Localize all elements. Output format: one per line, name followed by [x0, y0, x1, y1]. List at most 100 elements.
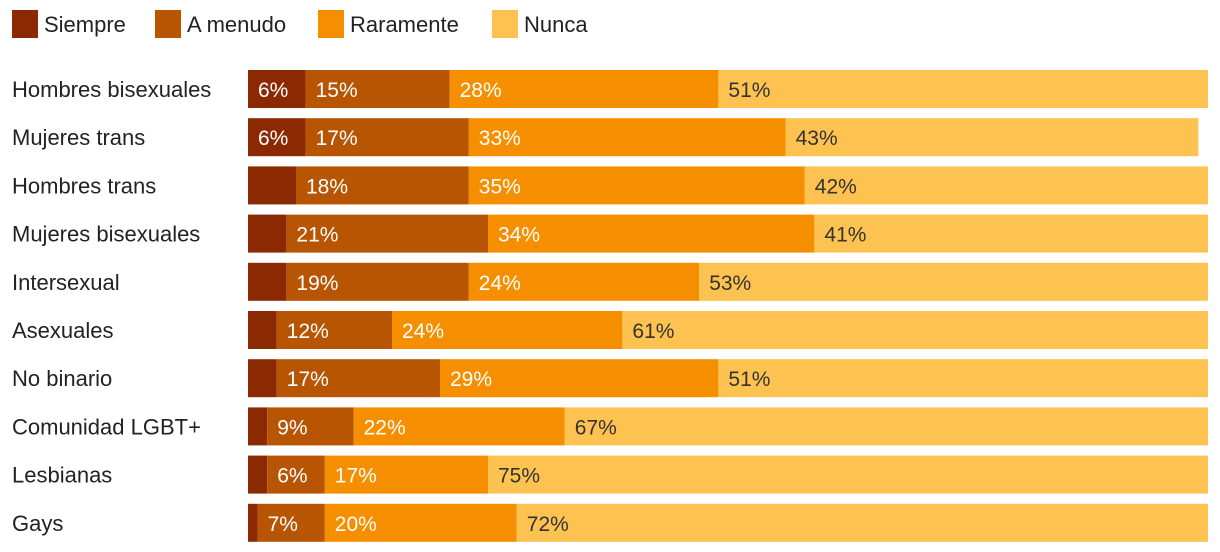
bar-segment-nunca — [699, 262, 1208, 301]
category-label: No binario — [12, 366, 112, 391]
data-label-raramente: 22% — [364, 416, 406, 439]
legend-swatch-a-menudo — [155, 10, 181, 38]
legend-swatch-nunca — [492, 10, 518, 38]
bar-segment-a-menudo — [296, 166, 469, 205]
bar-row-intersexual: Intersexual 19% 24% 53% — [12, 262, 1208, 301]
data-label-raramente: 24% — [479, 272, 521, 295]
bar-row-comunidad-lgbt: Comunidad LGBT+ 9% 22% 67% — [12, 407, 1208, 446]
bar-segment-siempre — [248, 214, 287, 253]
category-label: Lesbianas — [12, 463, 112, 488]
category-label: Intersexual — [12, 270, 120, 295]
data-label-a-menudo: 12% — [287, 320, 329, 343]
data-label-siempre: 6% — [258, 79, 288, 102]
category-label: Comunidad LGBT+ — [12, 414, 201, 439]
bar-segment-raramente — [468, 118, 786, 157]
data-label-raramente: 35% — [479, 175, 521, 198]
bar-segment-siempre — [248, 262, 287, 301]
data-label-nunca: 75% — [498, 465, 540, 488]
legend-label-nunca: Nunca — [524, 12, 588, 37]
data-label-a-menudo: 15% — [316, 79, 358, 102]
bar-segment-raramente — [353, 407, 565, 446]
bar-segment-nunca — [622, 311, 1208, 349]
bar-segment-raramente — [468, 166, 805, 205]
bar-segment-a-menudo — [305, 118, 469, 157]
bar-segment-raramente — [324, 455, 488, 494]
bar-segment-a-menudo — [276, 359, 440, 398]
data-label-nunca: 51% — [728, 79, 770, 102]
bar-segment-nunca — [785, 118, 1199, 157]
bar-segment-raramente — [392, 311, 623, 349]
bar-segment-siempre — [248, 311, 277, 349]
bar-segment-a-menudo — [276, 311, 392, 349]
legend: Siempre A menudo Raramente Nunca — [12, 10, 588, 38]
data-label-raramente: 33% — [479, 127, 521, 150]
legend-swatch-raramente — [318, 10, 344, 38]
data-label-siempre: 6% — [258, 127, 288, 150]
data-label-a-menudo: 17% — [287, 368, 329, 391]
data-label-raramente: 29% — [450, 368, 492, 391]
bar-segment-nunca — [718, 359, 1208, 398]
data-label-nunca: 41% — [824, 224, 866, 247]
data-label-raramente: 34% — [498, 224, 540, 247]
bar-segment-a-menudo — [267, 455, 325, 494]
data-label-raramente: 20% — [335, 513, 377, 536]
bar-segment-siempre — [248, 503, 258, 542]
category-label: Mujeres bisexuales — [12, 222, 200, 247]
bar-segment-siempre — [248, 118, 306, 157]
category-label: Hombres trans — [12, 173, 156, 198]
bar-segment-a-menudo — [286, 214, 488, 253]
legend-label-a-menudo: A menudo — [187, 12, 286, 37]
bar-segment-siempre — [248, 407, 268, 446]
bar-segment-a-menudo — [286, 262, 469, 301]
bar-segment-a-menudo — [305, 70, 450, 108]
bar-segment-nunca — [488, 455, 1208, 494]
bar-segment-raramente — [488, 214, 815, 253]
data-label-a-menudo: 6% — [277, 465, 307, 488]
bar-segment-siempre — [248, 359, 277, 398]
data-label-a-menudo: 19% — [296, 272, 338, 295]
bar-segment-raramente — [440, 359, 719, 398]
bar-row-mujeres-bisexuales: Mujeres bisexuales 21% 34% 41% — [12, 214, 1208, 253]
data-label-a-menudo: 7% — [268, 513, 298, 536]
data-label-a-menudo: 18% — [306, 175, 348, 198]
legend-label-siempre: Siempre — [44, 12, 126, 37]
bar-row-lesbianas: Lesbianas 6% 17% 75% — [12, 455, 1208, 494]
legend-label-raramente: Raramente — [350, 12, 459, 37]
data-label-nunca: 61% — [632, 320, 674, 343]
category-label: Mujeres trans — [12, 125, 145, 150]
data-label-a-menudo: 21% — [296, 224, 338, 247]
data-label-a-menudo: 9% — [277, 416, 307, 439]
category-label: Asexuales — [12, 318, 114, 343]
bar-segment-raramente — [324, 503, 517, 542]
data-label-nunca: 72% — [527, 513, 569, 536]
bar-row-mujeres-trans: Mujeres trans 6% 17% 33% 43% — [12, 118, 1199, 157]
bar-segment-siempre — [248, 70, 306, 108]
bar-segment-raramente — [449, 70, 719, 108]
category-label: Gays — [12, 511, 63, 536]
bar-row-gays: Gays 7% 20% 72% — [12, 503, 1208, 542]
data-label-nunca: 53% — [709, 272, 751, 295]
data-label-nunca: 42% — [815, 175, 857, 198]
data-label-a-menudo: 17% — [316, 127, 358, 150]
bar-row-no-binario: No binario 17% 29% 51% — [12, 359, 1208, 398]
bar-segment-siempre — [248, 455, 268, 494]
data-label-nunca: 43% — [796, 127, 838, 150]
data-label-nunca: 51% — [728, 368, 770, 391]
bar-row-hombres-trans: Hombres trans 18% 35% 42% — [12, 166, 1208, 205]
bar-segment-siempre — [248, 166, 296, 205]
legend-swatch-siempre — [12, 10, 38, 38]
data-label-raramente: 17% — [335, 465, 377, 488]
data-label-raramente: 24% — [402, 320, 444, 343]
bar-row-asexuales: Asexuales 12% 24% 61% — [12, 311, 1208, 349]
data-label-nunca: 67% — [575, 416, 617, 439]
bar-segment-nunca — [718, 70, 1208, 108]
category-label: Hombres bisexuales — [12, 77, 211, 102]
bar-segment-nunca — [516, 503, 1208, 542]
bars: Hombres bisexuales 6% 15% 28% 51% Mujeres tra… — [12, 70, 1208, 542]
bar-segment-nunca — [814, 214, 1208, 253]
bar-segment-raramente — [468, 262, 700, 301]
bar-segment-a-menudo — [267, 407, 354, 446]
bar-segment-nunca — [804, 166, 1208, 205]
bar-segment-nunca — [564, 407, 1208, 446]
